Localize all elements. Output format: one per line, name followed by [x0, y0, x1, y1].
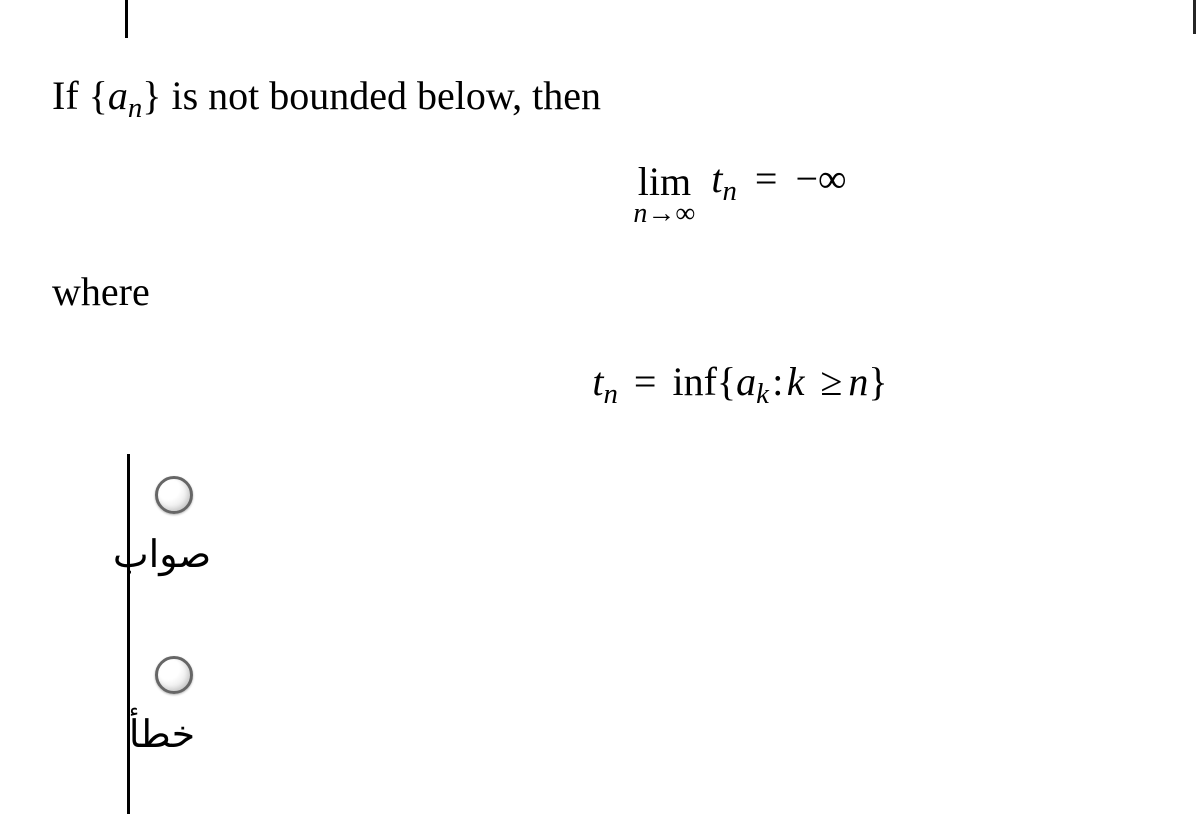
geq-sign: ≥: [814, 359, 848, 404]
sequence-close-brace: }: [142, 73, 161, 118]
statement-prefix: If: [52, 73, 89, 118]
cond-lhs: k: [787, 359, 805, 404]
set-open: {: [717, 359, 736, 404]
set-colon: :: [769, 359, 787, 404]
ak-var: a: [736, 359, 756, 404]
equals-sign: =: [747, 156, 786, 201]
where-label: where: [52, 268, 150, 315]
radio-true[interactable]: [155, 476, 193, 514]
question-statement: If {an} is not bounded below, then: [52, 72, 601, 125]
statement-suffix: is not bounded below, then: [161, 73, 601, 118]
question-page: If {an} is not bounded below, then lim n…: [0, 0, 1200, 825]
right-border-fragment: [1193, 0, 1196, 34]
minus-infinity: −∞: [795, 156, 846, 201]
tn-var: t: [592, 359, 603, 404]
option-true-label: صواب: [97, 532, 227, 577]
equation-1-container: lim n→∞ tn = −∞: [0, 155, 1200, 228]
inf-word: inf: [672, 359, 716, 404]
equation-1: lim n→∞ tn = −∞: [633, 155, 846, 228]
top-border-tick: [125, 0, 128, 38]
radio-false[interactable]: [155, 656, 193, 694]
sequence-subscript: n: [128, 92, 142, 124]
equation-2-container: tn = inf{ak : k ≥n}: [0, 358, 1200, 411]
tn-sub: n: [603, 378, 617, 410]
limit-word: lim: [633, 162, 695, 202]
sequence-open-brace: {: [89, 73, 108, 118]
equals-sign-2: =: [628, 359, 663, 404]
limit-operator: lim n→∞: [633, 162, 695, 228]
limit-subscript: n→∞: [633, 200, 695, 228]
equation-2: tn = inf{ak : k ≥n}: [592, 358, 887, 411]
ak-sub: k: [756, 378, 769, 410]
sequence-var: a: [108, 73, 128, 118]
set-close: }: [868, 359, 887, 404]
limit-term: tn: [711, 156, 737, 201]
option-false-label: خطأ: [97, 712, 227, 757]
options-divider: [127, 454, 130, 814]
cond-rhs: n: [848, 359, 868, 404]
